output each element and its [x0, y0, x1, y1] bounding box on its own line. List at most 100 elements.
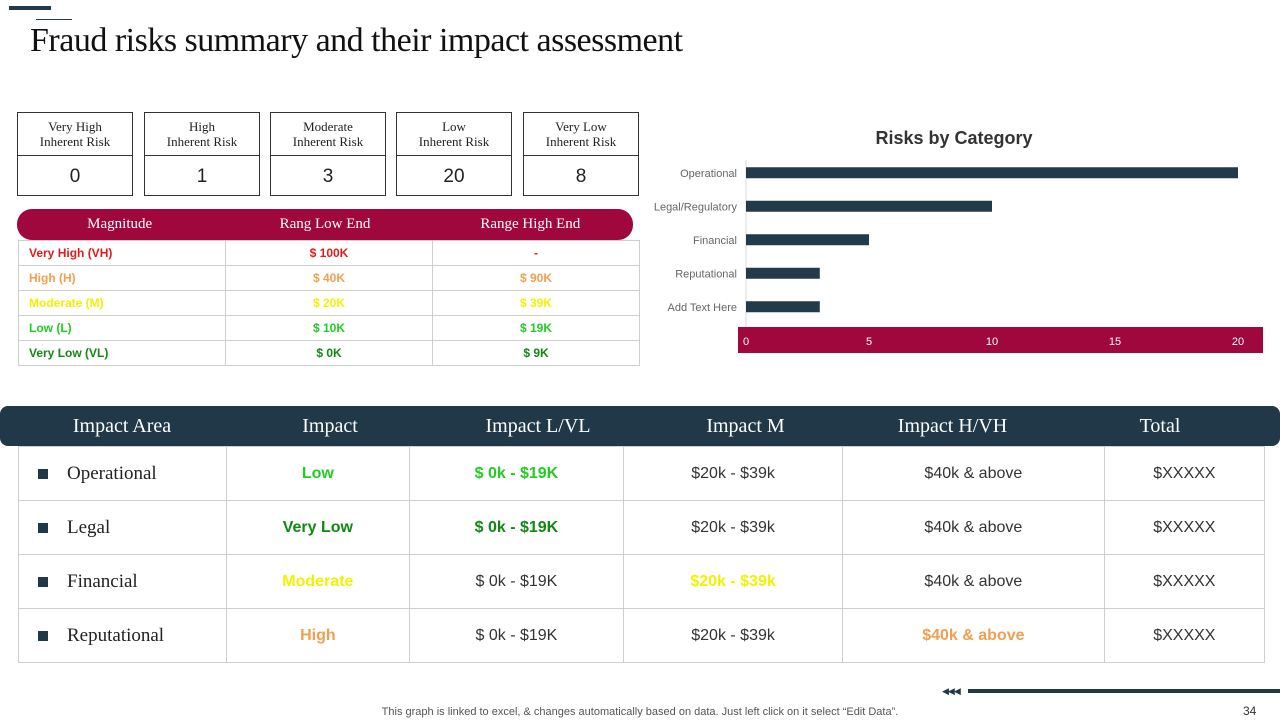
y-tick-label: Financial: [693, 235, 737, 247]
y-tick-label: Operational: [680, 168, 737, 180]
risk-box-value: 1: [196, 165, 208, 187]
bar: [746, 200, 992, 212]
impact-header-cell: Impact Area: [72, 414, 172, 437]
page-title: Fraud risks summary and their impact ass…: [30, 22, 683, 59]
magnitude-name: Very Low (VL): [18, 340, 226, 366]
bar: [746, 267, 820, 279]
impact-level-cell: Moderate: [226, 554, 410, 609]
magnitude-low-end: $ 0K: [225, 340, 433, 366]
impact-hvh-cell: $40k & above: [842, 608, 1105, 663]
risk-box-moderate: Moderate Inherent Risk 3: [270, 112, 386, 196]
impact-header-cell: Impact L/VL: [485, 414, 591, 437]
bar: [746, 301, 820, 313]
risk-box-value: 0: [69, 165, 81, 187]
magnitude-row: Low (L) $ 10K $ 19K: [18, 315, 640, 341]
impact-level-cell: High: [226, 608, 410, 663]
magnitude-low-end: $ 40K: [225, 265, 433, 291]
risk-box-low: Low Inherent Risk 20: [396, 112, 512, 196]
impact-hvh-cell: $40k & above: [842, 554, 1105, 609]
magnitude-high-end: $ 39K: [432, 290, 640, 316]
magnitude-name: Low (L): [18, 315, 226, 341]
risk-box-value: 20: [443, 165, 465, 187]
impact-area-name: Operational: [67, 462, 157, 484]
impact-area-cell: Operational: [18, 446, 227, 501]
risk-box-label: Low Inherent Risk: [397, 113, 511, 156]
magnitude-row: Very Low (VL) $ 0K $ 9K: [18, 340, 640, 366]
square-bullet-icon: [38, 522, 48, 533]
risk-box-very-low: Very Low Inherent Risk 8: [523, 112, 639, 196]
impact-header-cell: Impact: [302, 414, 358, 437]
risks-by-category-chart: Risks by Category Operational Legal/Regula…: [654, 128, 1263, 353]
impact-total-cell: $XXXXX: [1103, 608, 1266, 663]
impact-area-cell: Legal: [18, 500, 227, 555]
magnitude-high-end: $ 9K: [432, 340, 640, 366]
impact-lvl-cell: $ 0k - $19K: [408, 608, 625, 663]
impact-header-cell: Impact H/VH: [897, 414, 1008, 437]
magnitude-name: High (H): [18, 265, 226, 291]
square-bullet-icon: [38, 468, 48, 479]
impact-m-cell: $20k - $39k: [623, 500, 844, 555]
impact-area-name: Reputational: [67, 624, 165, 646]
bar: [746, 234, 869, 246]
impact-m-cell: $20k - $39k: [623, 446, 844, 501]
impact-row: Operational Low $ 0k - $19K $20k - $39k $40k…: [18, 446, 1266, 501]
risk-box-very-high: Very High Inherent Risk 0: [17, 112, 133, 196]
impact-hvh-cell: $40k & above: [842, 500, 1105, 555]
square-bullet-icon: [38, 630, 48, 641]
magnitude-low-end: $ 20K: [225, 290, 433, 316]
chart-title: Risks by Category: [875, 128, 1032, 148]
magnitude-table: Very High (VH) $ 100K - High (H) $ 40K $ 90K M…: [18, 240, 640, 366]
magnitude-row: Very High (VH) $ 100K -: [18, 240, 640, 266]
impact-total-cell: $XXXXX: [1103, 554, 1266, 609]
navigation-arrows-icon: ◀◀◀: [942, 686, 961, 696]
impact-total-cell: $XXXXX: [1103, 446, 1266, 501]
magnitude-header-cell: Range High End: [480, 216, 581, 232]
impact-m-cell: $20k - $39k: [623, 608, 844, 663]
impact-table: Operational Low $ 0k - $19K $20k - $39k $40k…: [18, 446, 1266, 663]
risk-box-label: Moderate Inherent Risk: [271, 113, 385, 156]
x-tick-label: 15: [1109, 336, 1121, 348]
impact-area-name: Legal: [67, 516, 111, 538]
risk-box-label: Very Low Inherent Risk: [524, 113, 638, 156]
page-number: 34: [1243, 704, 1257, 718]
impact-total-cell: $XXXXX: [1103, 500, 1266, 555]
impact-level-cell: Low: [226, 446, 410, 501]
y-tick-label: Add Text Here: [667, 302, 737, 314]
impact-area-cell: Financial: [18, 554, 227, 609]
impact-table-header: Impact Area Impact Impact L/VL Impact M …: [0, 406, 1280, 446]
impact-row: Financial Moderate $ 0k - $19K $20k - $39k $…: [18, 554, 1266, 609]
magnitude-high-end: -: [432, 240, 640, 266]
magnitude-name: Very High (VH): [18, 240, 226, 266]
impact-row: Legal Very Low $ 0k - $19K $20k - $39k $40k …: [18, 500, 1266, 555]
impact-lvl-cell: $ 0k - $19K: [408, 446, 625, 501]
y-tick-label: Reputational: [675, 268, 737, 280]
impact-m-cell: $20k - $39k: [623, 554, 844, 609]
risk-box-label: Very High Inherent Risk: [18, 113, 132, 156]
bar: [746, 167, 1238, 179]
magnitude-table-header: Magnitude Rang Low End Range High End: [17, 209, 633, 240]
impact-area-cell: Reputational: [18, 608, 227, 663]
x-axis-band: [738, 327, 1263, 353]
square-bullet-icon: [38, 576, 48, 587]
magnitude-high-end: $ 90K: [432, 265, 640, 291]
x-tick-label: 20: [1232, 336, 1244, 348]
bottom-accent-bar: [968, 689, 1280, 693]
x-tick-label: 10: [986, 336, 998, 348]
x-tick-label: 5: [866, 336, 872, 348]
impact-header-cell: Impact M: [706, 414, 785, 437]
magnitude-low-end: $ 100K: [225, 240, 433, 266]
impact-row: Reputational High $ 0k - $19K $20k - $39k $4…: [18, 608, 1266, 663]
magnitude-row: High (H) $ 40K $ 90K: [18, 265, 640, 291]
magnitude-header-cell: Magnitude: [87, 216, 153, 232]
magnitude-row: Moderate (M) $ 20K $ 39K: [18, 290, 640, 316]
impact-area-name: Financial: [67, 570, 138, 592]
magnitude-header-cell: Rang Low End: [279, 216, 371, 232]
magnitude-low-end: $ 10K: [225, 315, 433, 341]
risk-box-value: 3: [322, 165, 334, 187]
top-accent-line: [36, 19, 72, 20]
footnote: This graph is linked to excel, & changes…: [381, 706, 899, 718]
risk-box-value: 8: [575, 165, 587, 187]
x-tick-label: 0: [743, 336, 749, 348]
impact-level-cell: Very Low: [226, 500, 410, 555]
impact-header-cell: Total: [1139, 414, 1181, 437]
